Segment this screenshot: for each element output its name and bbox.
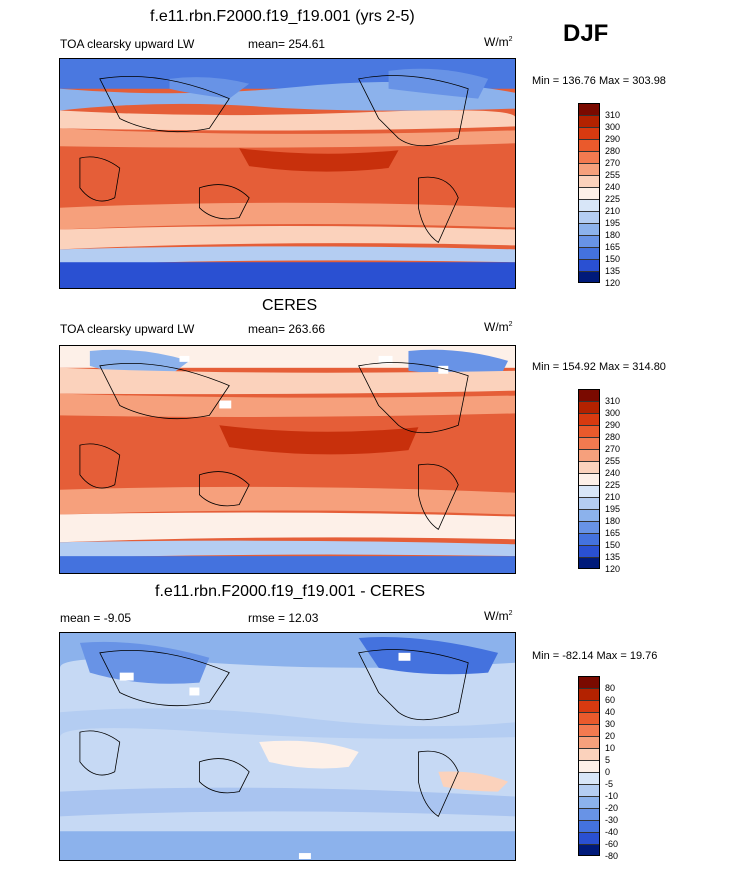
panel2-tick: 240 <box>605 468 621 478</box>
panel1-tick: 165 <box>605 242 621 252</box>
panel3-tick: -80 <box>605 851 619 861</box>
panel3-units: W/m2 <box>484 609 513 623</box>
panel2-tick: 310 <box>605 396 621 406</box>
panel2-field <box>60 346 515 573</box>
panel2-tick: 290 <box>605 420 621 430</box>
panel3-tick: -5 <box>605 779 614 789</box>
season-label: DJF <box>563 20 609 47</box>
panel3-tick: 60 <box>605 695 616 705</box>
panel1-minmax: Min = 136.76 Max = 303.98 <box>532 75 666 87</box>
panel1-tick: 310 <box>605 110 621 120</box>
panel1-tick: 135 <box>605 266 621 276</box>
panel3-tick: 10 <box>605 743 616 753</box>
panel3-map <box>59 632 516 861</box>
panel3-minmax: Min = -82.14 Max = 19.76 <box>532 650 658 662</box>
panel2-tick: 195 <box>605 504 621 514</box>
panel3-tick: -20 <box>605 803 619 813</box>
panel1-tick: 180 <box>605 230 621 240</box>
panel1-tick: 120 <box>605 278 621 288</box>
panel2-map <box>59 345 516 574</box>
panel1-tick: 290 <box>605 134 621 144</box>
panel1-title: f.e11.rbn.F2000.f19_f19.001 (yrs 2-5) <box>150 8 415 25</box>
panel2-tick: 180 <box>605 516 621 526</box>
panel2-variable: TOA clearsky upward LW <box>60 322 195 336</box>
panel3-tick: 30 <box>605 719 616 729</box>
panel3-mean: mean = -9.05 <box>60 611 132 625</box>
panel1-tick: 195 <box>605 218 621 228</box>
panel2-tick: 135 <box>605 552 621 562</box>
panel1-tick: 270 <box>605 158 621 168</box>
panel1-tick: 255 <box>605 170 621 180</box>
panel2-title: CERES <box>262 297 318 314</box>
panel1-tick: 210 <box>605 206 621 216</box>
panel2-tick: 225 <box>605 480 621 490</box>
panel3-tick: 0 <box>605 767 611 777</box>
panel1-tick: 240 <box>605 182 621 192</box>
panel3-tick: -60 <box>605 839 619 849</box>
panel2-tick: 270 <box>605 444 621 454</box>
panel1-field <box>60 59 515 288</box>
panel3-tick: 40 <box>605 707 616 717</box>
panel2-tick: 210 <box>605 492 621 502</box>
panel1-tick: 280 <box>605 146 621 156</box>
panel1-variable: TOA clearsky upward LW <box>60 37 195 51</box>
panel3-tick: 5 <box>605 755 611 765</box>
panel2-tick: 300 <box>605 408 621 418</box>
panel3-tick: 20 <box>605 731 616 741</box>
panel2-tick: 120 <box>605 564 621 574</box>
panel2-tick: 280 <box>605 432 621 442</box>
panel2-tick: 150 <box>605 540 621 550</box>
panel1-tick: 300 <box>605 122 621 132</box>
panel2-minmax: Min = 154.92 Max = 314.80 <box>532 361 666 373</box>
panel1-tick: 150 <box>605 254 621 264</box>
panel3-tick: 80 <box>605 683 616 693</box>
panel2-tick: 255 <box>605 456 621 466</box>
panel2-mean: mean= 263.66 <box>248 322 326 336</box>
panel1-tick: 225 <box>605 194 621 204</box>
panel2-tick: 165 <box>605 528 621 538</box>
panel3-tick: -10 <box>605 791 619 801</box>
panel1-map <box>59 58 516 289</box>
panel3-tick: -30 <box>605 815 619 825</box>
panel3-rmse: rmse = 12.03 <box>248 611 319 625</box>
panel3-tick: -40 <box>605 827 619 837</box>
panel3-field <box>60 633 515 860</box>
panel2-units: W/m2 <box>484 320 513 334</box>
panel1-units: W/m2 <box>484 35 513 49</box>
panel1-mean: mean= 254.61 <box>248 37 326 51</box>
panel3-title: f.e11.rbn.F2000.f19_f19.001 - CERES <box>155 583 426 600</box>
